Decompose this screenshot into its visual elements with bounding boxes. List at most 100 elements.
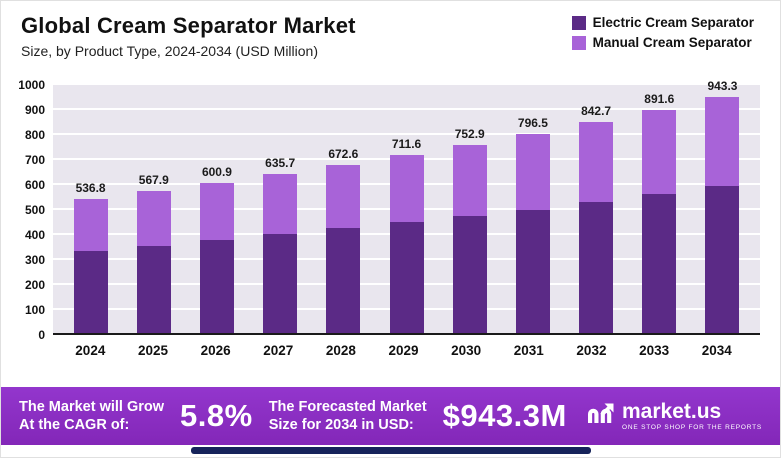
bar-group: 567.9 xyxy=(122,173,185,333)
bar-group: 536.8 xyxy=(59,181,122,333)
y-tick-label: 400 xyxy=(24,228,45,242)
bottom-strip xyxy=(190,447,591,454)
electric-segment xyxy=(199,240,234,333)
electric-segment xyxy=(326,228,361,333)
legend-label: Electric Cream Separator xyxy=(592,15,754,30)
bar-stack xyxy=(73,198,108,333)
y-tick-label: 200 xyxy=(24,278,45,292)
electric-segment xyxy=(136,245,171,333)
bar-group: 672.6 xyxy=(312,147,375,333)
manual-segment xyxy=(389,155,424,223)
x-tick-label: 2030 xyxy=(451,343,482,358)
x-tick-label: 2025 xyxy=(137,343,168,358)
bar-stack xyxy=(452,144,487,333)
bar-total-label: 600.9 xyxy=(201,164,232,179)
bar-total-label: 711.6 xyxy=(391,137,422,152)
bar-total-label: 796.5 xyxy=(517,115,548,130)
x-tick-label: 2029 xyxy=(388,343,419,358)
bar-total-label: 943.3 xyxy=(707,79,738,94)
banner-left-text: The Market will Grow At the CAGR of: xyxy=(19,398,164,434)
x-tick-label: 2033 xyxy=(639,343,670,358)
bar-stack xyxy=(579,122,614,333)
manual-segment xyxy=(515,133,550,210)
electric-segment xyxy=(73,250,108,333)
x-tick-label: 2032 xyxy=(576,343,607,358)
forecast-size-value: $943.3M xyxy=(442,398,567,433)
y-tick-label: 500 xyxy=(24,203,45,217)
y-axis: 0 100 200 300 400 500 600 700 800 900 1000 xyxy=(13,78,53,342)
x-tick-label: 2024 xyxy=(75,343,106,358)
bar-stack xyxy=(515,133,550,333)
brand-tagline: ONE STOP SHOP FOR THE REPORTS xyxy=(622,423,762,431)
banner-left-line1: The Market will Grow xyxy=(19,398,165,415)
y-tick-label: 700 xyxy=(24,153,45,167)
manual-segment xyxy=(326,164,361,228)
bar-stack xyxy=(389,155,424,333)
y-tick-label: 900 xyxy=(24,103,45,117)
bar-total-label: 536.8 xyxy=(75,180,106,195)
y-tick-label: 300 xyxy=(24,253,45,267)
y-tick-label: 1000 xyxy=(18,78,45,92)
bar-total-label: 891.6 xyxy=(644,92,675,107)
bar-total-label: 672.6 xyxy=(328,146,359,161)
electric-segment xyxy=(642,193,677,333)
legend-label: Manual Cream Separator xyxy=(592,35,752,50)
x-tick-label: 2028 xyxy=(325,343,356,358)
manual-segment xyxy=(136,191,171,246)
bar-group: 796.5 xyxy=(501,116,564,333)
bottom-strip-row xyxy=(1,445,780,457)
banner-mid-text: The Forecasted Market Size for 2034 in U… xyxy=(269,398,427,434)
bar-group: 943.3 xyxy=(691,79,754,333)
y-tick-label: 0 xyxy=(38,328,45,342)
bar-stack xyxy=(263,174,298,333)
manual-segment xyxy=(642,110,677,194)
manual-segment xyxy=(73,198,108,251)
electric-series-swatch-icon xyxy=(571,15,586,30)
manual-segment xyxy=(452,144,487,216)
banner-mid-line2: Size for 2034 in USD: xyxy=(268,417,414,433)
header-titles: Global Cream Separator Market Size, by P… xyxy=(21,13,356,59)
bar-group: 752.9 xyxy=(438,127,501,333)
bar-group: 635.7 xyxy=(249,156,312,333)
marketus-logo-text: market.us ONE STOP SHOP FOR THE REPORTS xyxy=(622,401,762,432)
brand-name: market.us xyxy=(622,399,722,423)
bar-stack xyxy=(199,182,234,333)
electric-segment xyxy=(263,234,298,333)
bar-stack xyxy=(326,164,361,333)
bars: 536.8 567.9 600.9 635.7 672.6 711.6 752.9 796.5… xyxy=(59,79,754,333)
bar-stack xyxy=(705,97,740,333)
bar-total-label: 752.9 xyxy=(454,126,485,141)
manual-segment xyxy=(705,97,740,186)
cagr-value: 5.8% xyxy=(180,398,253,433)
page-title: Global Cream Separator Market xyxy=(21,13,356,38)
bar-stack xyxy=(136,191,171,333)
marketus-logo[interactable]: market.us ONE STOP SHOP FOR THE REPORTS xyxy=(585,399,762,434)
marketus-logo-icon xyxy=(585,399,615,434)
y-tick-label: 800 xyxy=(24,128,45,142)
electric-segment xyxy=(705,185,740,333)
electric-segment xyxy=(515,209,550,333)
legend: Electric Cream Separator Manual Cream Sep… xyxy=(571,13,760,50)
plot-area: 536.8 567.9 600.9 635.7 672.6 711.6 752.9 796.5… xyxy=(53,79,760,335)
electric-segment xyxy=(389,222,424,333)
cagr-banner: The Market will Grow At the CAGR of: 5.8… xyxy=(1,387,780,445)
x-tick-label: 2026 xyxy=(200,343,231,358)
manual-segment xyxy=(579,122,614,202)
manual-segment xyxy=(199,182,234,240)
bar-group: 891.6 xyxy=(628,92,691,333)
banner-mid-line1: The Forecasted Market xyxy=(268,398,427,415)
bar-group: 842.7 xyxy=(565,104,628,333)
bar-total-label: 842.7 xyxy=(581,104,612,119)
electric-segment xyxy=(452,216,487,333)
legend-item: Electric Cream Separator xyxy=(571,15,754,30)
manual-segment xyxy=(263,174,298,235)
electric-segment xyxy=(579,202,614,333)
y-tick-label: 600 xyxy=(24,178,45,192)
bar-group: 600.9 xyxy=(185,165,248,333)
y-tick-label: 100 xyxy=(24,303,45,317)
chart: 0 100 200 300 400 500 600 700 800 900 1000 536.8 56… xyxy=(1,59,780,342)
x-tick-label: 2034 xyxy=(701,343,732,358)
x-tick-label: 2031 xyxy=(513,343,544,358)
bar-stack xyxy=(642,110,677,333)
